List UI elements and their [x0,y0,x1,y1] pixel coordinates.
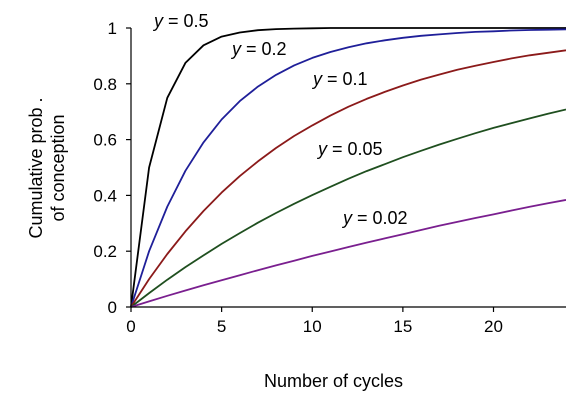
y-tick-label: 0.2 [93,242,117,261]
curve-label-value: = 0.5 [163,11,209,31]
curve-label-variable: y [311,69,323,89]
x-ticks: 0 5 10 15 20 [126,307,503,336]
y-tick-label: 1 [108,19,117,38]
curve-label-variable: y [341,208,353,228]
y-tick-label: 0.8 [93,75,117,94]
series-line-1 [130,28,566,308]
curve-label-0: y = 0.5 [152,11,209,31]
curve-label-2: y = 0.1 [311,69,368,89]
x-tick-label: 10 [303,317,322,336]
series-line-4 [130,199,566,308]
y-tick-label: 0.4 [93,186,117,205]
curve-label-variable: y [152,11,164,31]
y-ticks: 0 0.2 0.4 0.6 0.8 1 [93,19,131,317]
series-line-0 [130,27,566,308]
x-tick-label: 5 [217,317,226,336]
x-axis-title: Number of cycles [264,371,403,391]
y-axis-title-line-1: Cumulative prob . [26,97,46,238]
series-line-2 [130,49,566,308]
curve-labels: y = 0.5y = 0.2y = 0.1y = 0.05y = 0.02 [152,11,408,228]
y-tick-label: 0 [108,298,117,317]
curves-layer [130,27,566,308]
y-tick-label: 0.6 [93,131,117,150]
curve-label-variable: y [316,139,328,159]
curve-label-variable: y [230,39,242,59]
x-tick-label: 15 [393,317,412,336]
curve-label-1: y = 0.2 [230,39,287,59]
curve-label-3: y = 0.05 [316,139,383,159]
curve-label-value: = 0.2 [241,39,287,59]
curve-label-value: = 0.1 [322,69,368,89]
x-tick-label: 0 [126,317,135,336]
curve-label-value: = 0.05 [327,139,383,159]
curve-label-value: = 0.02 [352,208,408,228]
y-axis-title-line-2: of conception [48,114,68,221]
curve-label-4: y = 0.02 [341,208,408,228]
series-line-3 [130,108,566,308]
x-tick-label: 20 [484,317,503,336]
